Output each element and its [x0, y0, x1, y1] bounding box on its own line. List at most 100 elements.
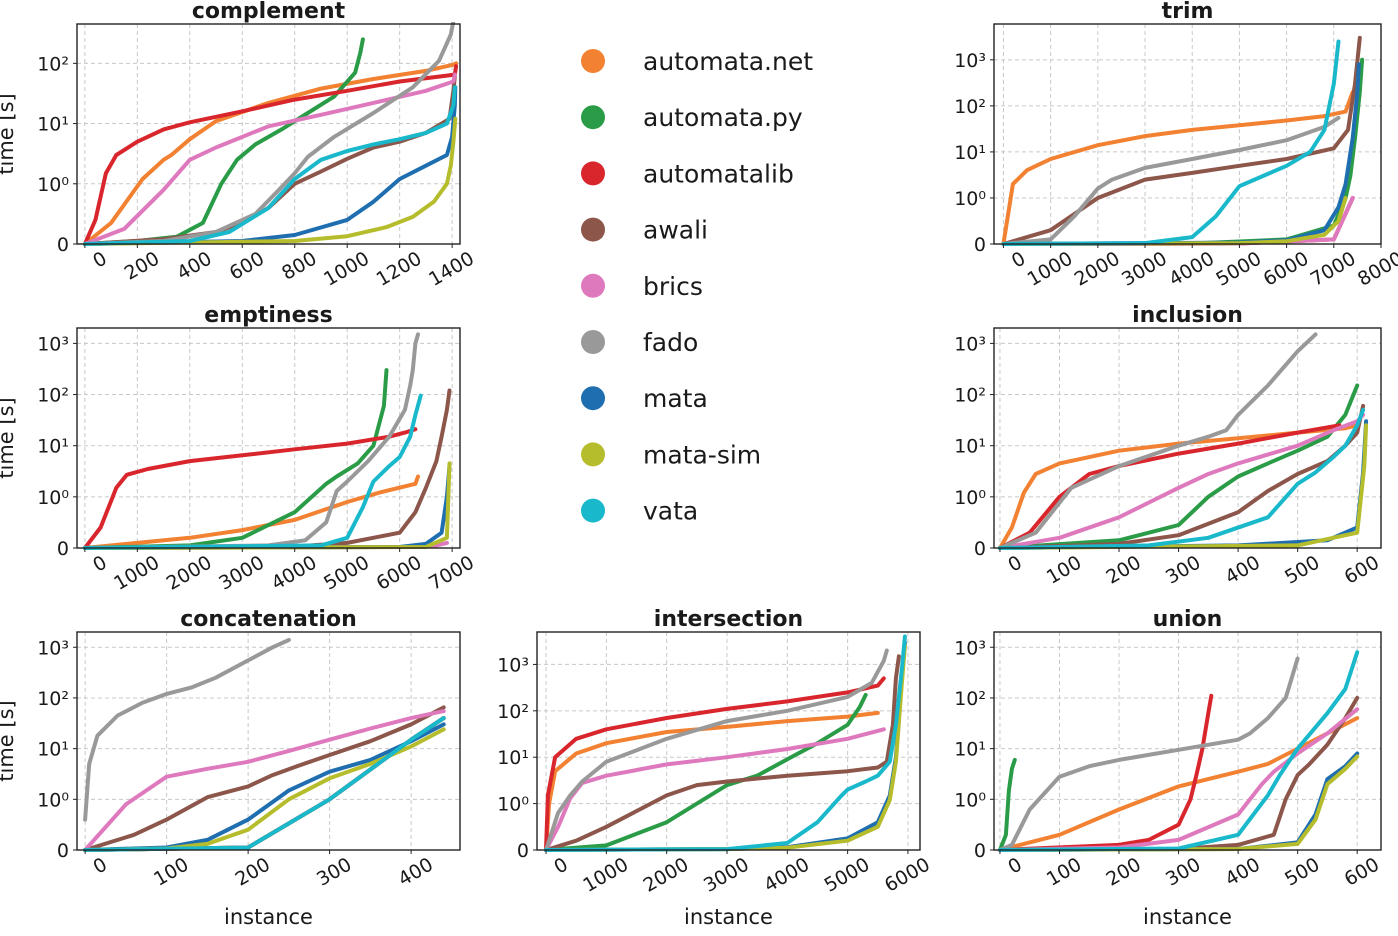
series-line-automata-net: [82, 61, 459, 246]
x-tick-label: 100: [1043, 552, 1085, 589]
x-tick-label: 5000: [320, 552, 373, 595]
x-tick-label: 200: [1102, 854, 1144, 891]
series-line-fado: [82, 22, 456, 246]
series-line-mata-sim: [1001, 196, 1348, 246]
x-tick-label: 100: [1043, 854, 1085, 891]
x-tick-label: 600: [226, 248, 268, 285]
x-tick-label: 300: [1162, 854, 1204, 891]
panel-union: 0 100 200 300 400 500 600 0 10⁰ 10¹ 10² 10³ union ins…: [954, 607, 1383, 929]
x-tick-label: 1000: [320, 248, 373, 291]
series-line-automata-net: [998, 716, 1360, 852]
series-line-automata-py: [82, 368, 389, 550]
x-tick-label: 2000: [640, 854, 693, 897]
x-tick-label: 7000: [1307, 248, 1360, 291]
y-tick-label: 10²: [37, 688, 69, 710]
x-tick-label: 5000: [1212, 248, 1265, 291]
series-line-vata: [1001, 39, 1341, 246]
legend-marker: [581, 442, 605, 467]
y-tick-label: 10³: [954, 637, 986, 659]
y-tick-label: 10²: [954, 96, 986, 118]
x-tick-label: 4000: [760, 854, 813, 897]
series-line-brics: [998, 412, 1366, 550]
x-tick-label: 1000: [110, 552, 163, 595]
series-line-automata-py: [544, 692, 868, 852]
x-tick-label: 200: [232, 854, 274, 891]
x-tick-label: 1000: [1024, 248, 1077, 291]
legend-label: automata.py: [643, 103, 803, 132]
legend-item-mata-sim: mata-sim: [581, 440, 761, 469]
series-line-mata-sim: [82, 116, 458, 246]
series-line-awali: [1001, 35, 1362, 246]
y-tick-label: 10⁰: [37, 789, 69, 811]
y-tick-label: 10⁰: [954, 487, 986, 509]
y-tick-label: 10⁰: [954, 188, 986, 210]
x-tick-label: 2000: [163, 552, 216, 595]
series-line-mata-sim: [998, 423, 1369, 550]
series-line-brics: [82, 72, 457, 246]
y-tick-label: 10²: [954, 688, 986, 710]
panel-title: concatenation: [180, 607, 356, 632]
legend-item-vata: vata: [581, 497, 698, 526]
x-tick-label: 1200: [373, 248, 426, 291]
y-tick-label: 10²: [954, 385, 986, 407]
series-line-automatalib: [544, 676, 886, 852]
y-tick-label: 0: [517, 840, 529, 862]
series-line-vata: [83, 716, 446, 852]
legend-marker: [581, 105, 605, 130]
legend-marker: [581, 386, 605, 411]
x-tick-label: 100: [150, 854, 192, 891]
series-line-brics: [544, 727, 886, 852]
y-axis-label: time [s]: [0, 93, 18, 174]
panel-title: trim: [1162, 0, 1214, 24]
panel-title: complement: [192, 0, 346, 24]
x-tick-label: 800: [278, 248, 320, 285]
x-tick-label: 0: [89, 552, 110, 577]
x-tick-label: 400: [395, 854, 437, 891]
x-tick-label: 0: [89, 248, 110, 273]
y-tick-label: 10⁰: [37, 487, 69, 509]
plot-area: [993, 631, 1382, 851]
series-line-mata-sim: [544, 644, 907, 852]
x-tick-label: 200: [1102, 552, 1144, 589]
y-tick-label: 0: [974, 234, 986, 256]
series-line-fado: [998, 656, 1300, 852]
x-tick-label: 6000: [881, 854, 934, 897]
series-line-automata-py: [82, 37, 365, 246]
y-tick-label: 0: [57, 840, 69, 862]
x-tick-label: 400: [1222, 552, 1264, 589]
series-line-automatalib: [83, 716, 446, 852]
panel-title: inclusion: [1132, 303, 1243, 328]
panel-emptiness: 0 1000 2000 3000 4000 5000 6000 7000010⁰10¹10²1…: [0, 303, 478, 595]
y-tick-label: 10¹: [37, 436, 69, 458]
x-tick-label: 600: [1341, 854, 1383, 891]
y-tick-label: 10¹: [954, 142, 986, 164]
legend-label: awali: [643, 216, 708, 245]
series-line-automata-net: [83, 716, 446, 852]
series-line-vata: [82, 85, 457, 246]
x-tick-label: 4000: [268, 552, 321, 595]
y-tick-label: 10³: [37, 333, 69, 355]
legend-marker: [581, 330, 605, 354]
legend-item-fado: fado: [581, 328, 698, 357]
x-tick-label: 2000: [1071, 248, 1124, 291]
legend-marker: [581, 161, 605, 186]
y-tick-label: 10¹: [497, 747, 529, 769]
x-tick-label: 0: [550, 854, 571, 879]
y-tick-label: 10⁰: [497, 794, 529, 816]
y-tick-label: 10³: [954, 50, 986, 72]
series-line-brics: [998, 707, 1360, 852]
series-line-fado: [998, 332, 1318, 550]
series-line-automata-py: [998, 757, 1017, 852]
legend-label: brics: [643, 272, 703, 301]
panel-title: intersection: [654, 607, 803, 632]
legend-label: vata: [643, 497, 698, 526]
x-tick-label: 3000: [1118, 248, 1171, 291]
x-tick-label: 400: [173, 248, 215, 285]
x-tick-label: 0: [1008, 248, 1029, 273]
legend-label: fado: [643, 328, 698, 357]
legend-label: mata: [643, 384, 708, 413]
series-line-mata: [82, 464, 452, 550]
series-line-awali: [998, 695, 1360, 852]
legend-label: automatalib: [643, 159, 794, 188]
